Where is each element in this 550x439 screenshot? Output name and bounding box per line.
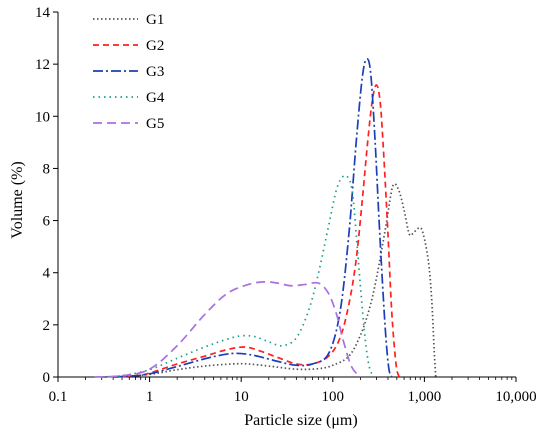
series-line-g1	[101, 182, 437, 378]
series-line-g3	[113, 58, 393, 378]
legend: G1 G2 G3 G4 G5	[93, 12, 165, 132]
y-tick-label: 10	[35, 109, 50, 125]
y-tick-label: 2	[43, 318, 51, 334]
y-tick-label: 4	[43, 266, 51, 282]
x-tick-label: 10,000	[495, 389, 536, 405]
x-tick-label: 1,000	[408, 389, 442, 405]
series-line-g2	[113, 84, 400, 378]
legend-label-g5: G5	[146, 116, 164, 132]
y-tick-label: 12	[35, 57, 50, 73]
y-tick-label: 14	[35, 5, 51, 21]
x-tick-label: 10	[234, 389, 249, 405]
legend-label-g4: G4	[146, 90, 165, 106]
y-tick-label: 6	[43, 214, 51, 230]
legend-label-g2: G2	[146, 38, 164, 54]
x-tick-label: 100	[322, 389, 345, 405]
legend-label-g1: G1	[146, 12, 164, 28]
axes: 0.1 1 10 100 1,000 10,000 0 2 4 6 8 10 12 14	[35, 5, 537, 405]
series-layer	[94, 58, 437, 378]
x-tick-label: 0.1	[49, 389, 68, 405]
x-axis-title: Particle size (μm)	[244, 412, 357, 429]
y-axis-title: Volume (%)	[9, 161, 26, 238]
legend-label-g3: G3	[146, 64, 164, 80]
series-line-g5	[94, 280, 362, 378]
series-line-g4	[101, 174, 375, 378]
x-tick-label: 1	[146, 389, 154, 405]
y-tick-label: 0	[43, 370, 51, 386]
y-tick-label: 8	[43, 161, 51, 177]
